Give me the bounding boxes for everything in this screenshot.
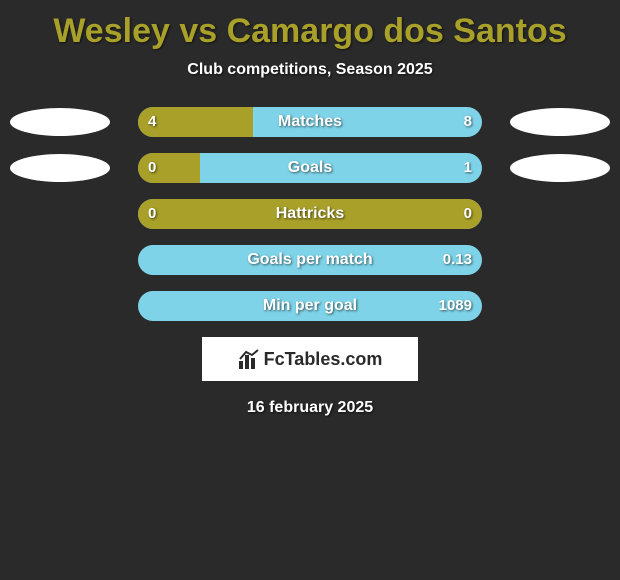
bar-chart-icon <box>238 349 260 369</box>
stat-label: Matches <box>138 107 482 137</box>
stat-label: Hattricks <box>138 199 482 229</box>
value-right: 1 <box>464 153 472 183</box>
stat-label: Goals per match <box>138 245 482 275</box>
player1-badge <box>10 154 110 182</box>
value-right: 1089 <box>439 291 472 321</box>
player2-badge <box>510 154 610 182</box>
stat-label: Min per goal <box>138 291 482 321</box>
chart-area: 4 Matches 8 0 Goals 1 0 Hattricks 0 Goal… <box>0 107 620 321</box>
value-right: 8 <box>464 107 472 137</box>
value-right: 0 <box>464 199 472 229</box>
logo-text: FcTables.com <box>264 349 383 370</box>
player2-badge <box>510 108 610 136</box>
stat-row-hattricks: 0 Hattricks 0 <box>0 199 620 229</box>
snapshot-date: 16 february 2025 <box>0 399 620 417</box>
fctables-logo[interactable]: FcTables.com <box>202 337 418 381</box>
stat-row-mpg: Min per goal 1089 <box>0 291 620 321</box>
player1-badge <box>10 108 110 136</box>
stat-label: Goals <box>138 153 482 183</box>
comparison-title: Wesley vs Camargo dos Santos <box>0 0 620 51</box>
comparison-subtitle: Club competitions, Season 2025 <box>0 61 620 79</box>
value-right: 0.13 <box>443 245 472 275</box>
stat-row-matches: 4 Matches 8 <box>0 107 620 137</box>
stat-row-goals: 0 Goals 1 <box>0 153 620 183</box>
stat-row-gpm: Goals per match 0.13 <box>0 245 620 275</box>
